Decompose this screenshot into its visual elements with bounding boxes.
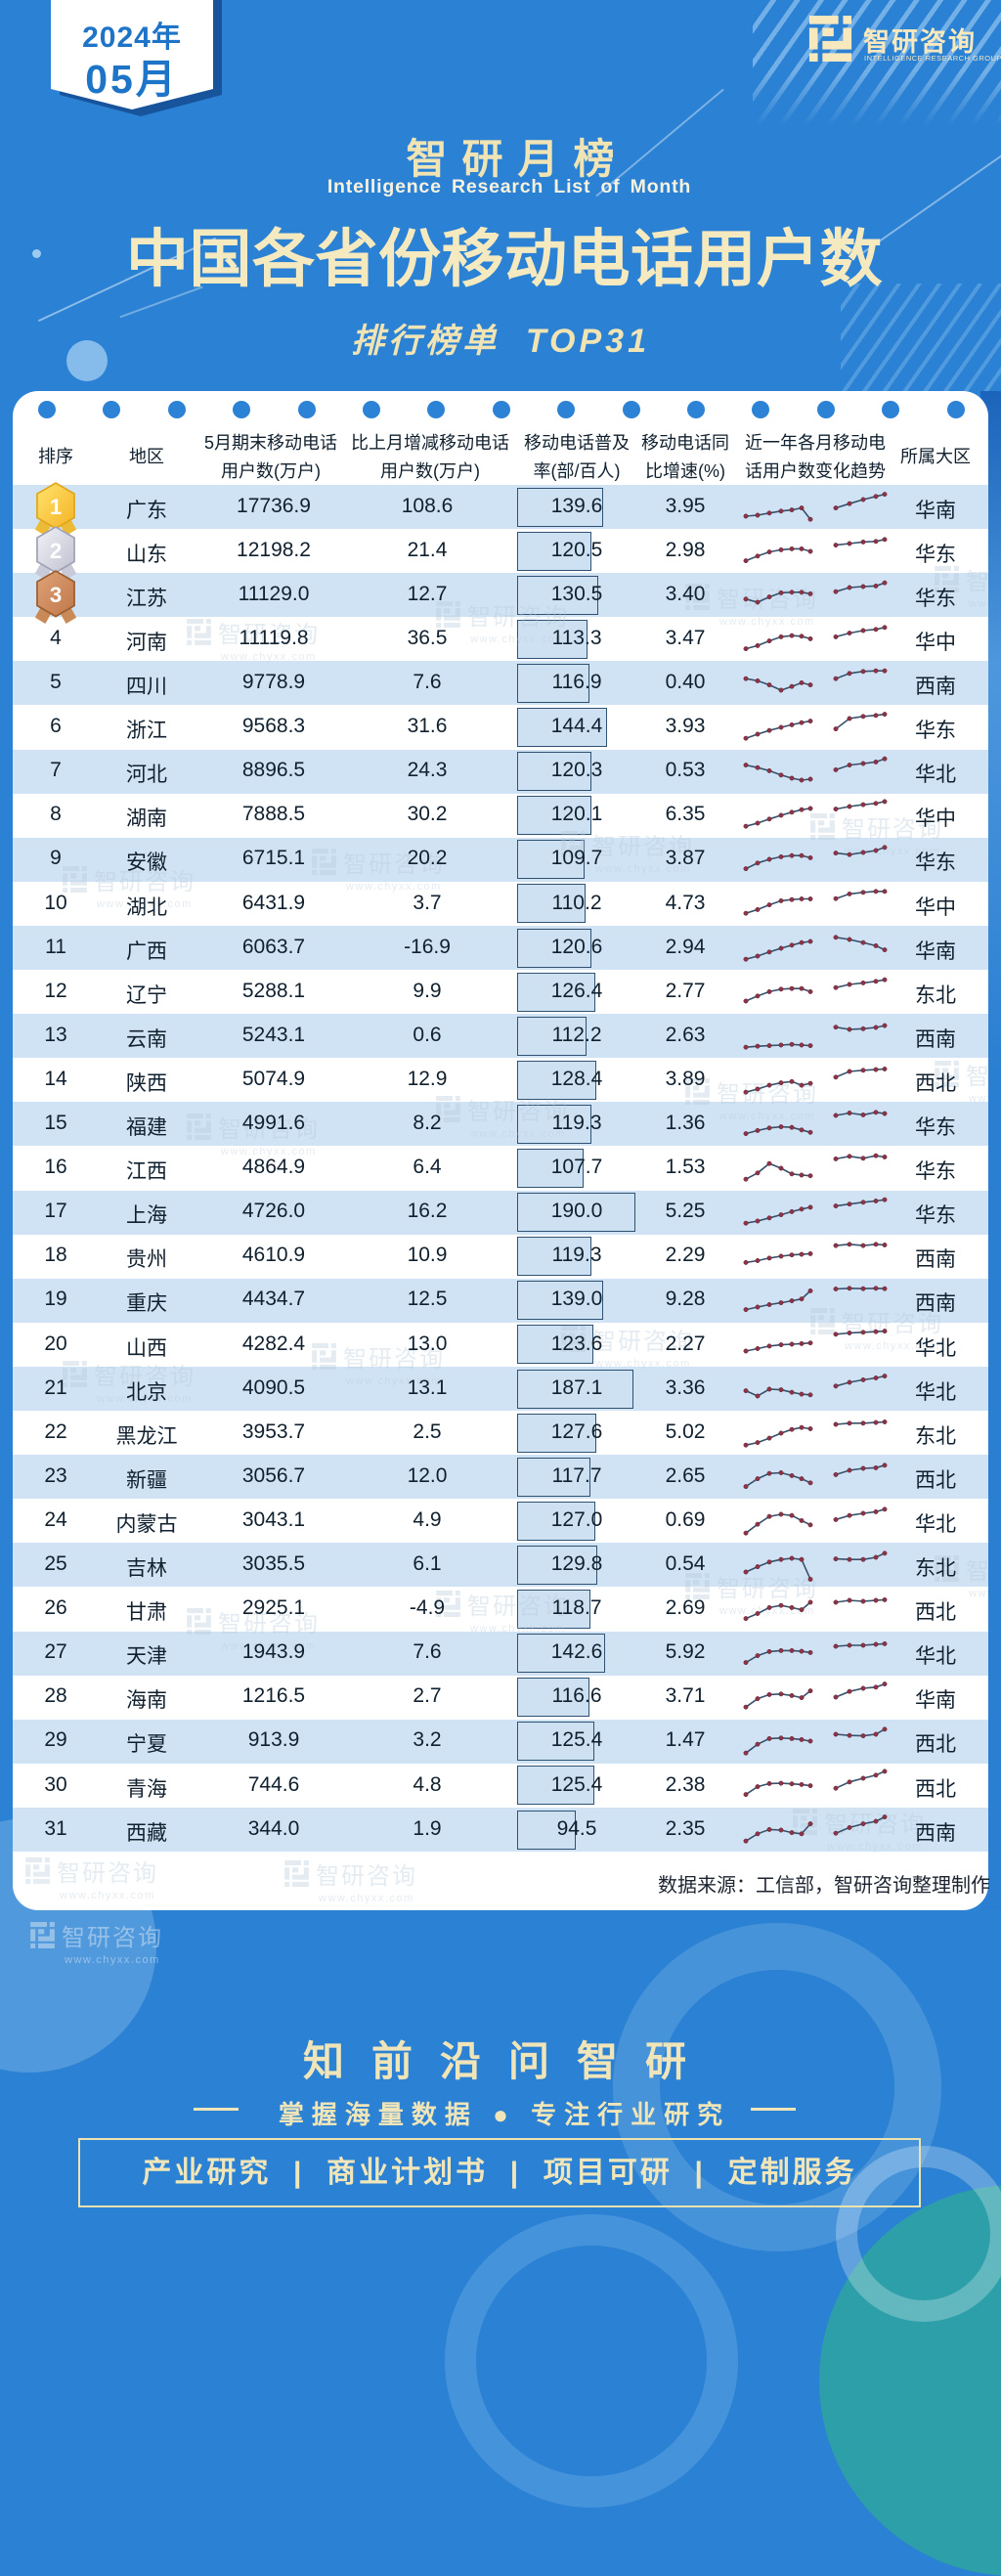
svg-text:3: 3 [50,583,62,607]
svg-text:2: 2 [50,539,62,563]
svg-text:1: 1 [50,495,62,519]
